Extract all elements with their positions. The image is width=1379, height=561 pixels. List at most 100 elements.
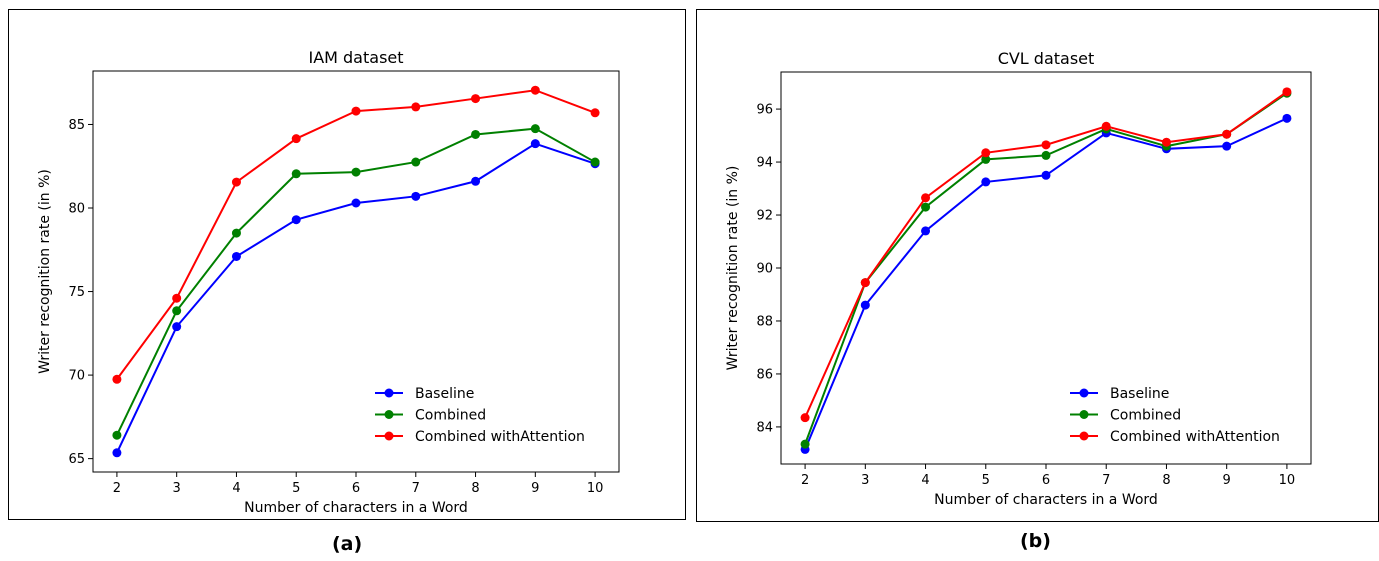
data-point-combined (800, 439, 810, 449)
legend-marker-combined-withattention (1079, 431, 1089, 441)
data-point-baseline (1041, 170, 1051, 180)
data-point-baseline (471, 176, 481, 186)
data-point-combined-withattention (1282, 87, 1292, 97)
legend-label-baseline: Baseline (1110, 386, 1169, 402)
legend-marker-combined (384, 410, 394, 419)
chart-svg-cvl: CVL dataset 2 3 4 5 6 7 8 9 10 84 86 88 90 92 94 96 Numbe… (725, 49, 1312, 508)
figure-caption-b: (b) (1020, 530, 1051, 552)
x-tick-label: 6 (352, 481, 360, 496)
data-point-baseline (1282, 113, 1292, 123)
chart-title-cvl: CVL dataset (998, 49, 1095, 68)
y-tick-label: 96 (756, 103, 773, 118)
data-point-baseline (411, 191, 421, 201)
data-point-combined-withattention (411, 102, 421, 112)
chart-panel-cvl: CVL dataset 2 3 4 5 6 7 8 9 10 84 86 88 90 92 94 96 Numbe… (696, 9, 1379, 522)
data-point-combined-withattention (172, 293, 182, 303)
x-tick-label: 6 (1042, 473, 1050, 488)
legend-label-combined: Combined (415, 408, 486, 424)
data-point-combined-withattention (351, 106, 361, 116)
y-tick-label: 85 (68, 118, 85, 133)
x-tick-label: 10 (1279, 473, 1296, 488)
chart-svg-iam: IAM dataset 2 3 4 5 6 7 8 9 10 65 70 75 80 85 Number of… (37, 48, 620, 516)
data-point-baseline (172, 322, 182, 332)
x-axis-label-cvl: Number of characters in a Word (934, 492, 1158, 508)
x-tick-label: 7 (1102, 473, 1110, 488)
y-axis-label-iam: Writer recognition rate (in %) (37, 169, 53, 374)
data-point-combined-withattention (530, 85, 540, 95)
data-point-baseline (981, 177, 991, 187)
data-point-combined (981, 154, 991, 164)
data-point-combined (112, 430, 122, 440)
data-point-combined (530, 124, 540, 134)
series-line-baseline (804, 117, 1288, 450)
data-point-combined (351, 167, 361, 177)
series-line-combined-withattention (116, 89, 596, 380)
data-point-baseline (921, 226, 931, 236)
x-tick-label: 9 (1223, 473, 1231, 488)
x-tick-label: 8 (1162, 473, 1170, 488)
y-tick-label: 75 (68, 285, 85, 300)
x-tick-label: 3 (861, 473, 869, 488)
data-point-baseline (1222, 141, 1232, 151)
data-point-combined-withattention (1161, 137, 1171, 147)
legend-marker-baseline (384, 388, 394, 398)
data-point-combined (590, 157, 600, 167)
data-point-baseline (860, 300, 870, 310)
legend-marker-combined (1079, 410, 1089, 419)
x-axis-label-iam: Number of characters in a Word (244, 500, 468, 516)
y-tick-label: 80 (68, 202, 85, 217)
data-point-combined-withattention (1041, 140, 1051, 150)
data-point-combined (1041, 150, 1051, 160)
x-tick-label: 9 (531, 481, 539, 496)
data-point-combined-withattention (471, 94, 481, 104)
data-point-combined-withattention (231, 177, 241, 187)
x-tick-label: 5 (292, 481, 300, 496)
data-point-combined (471, 129, 481, 139)
y-tick-label: 94 (756, 156, 773, 171)
x-tick-label: 10 (587, 481, 604, 496)
data-point-combined (231, 228, 241, 238)
data-point-combined-withattention (981, 148, 991, 158)
y-tick-label: 92 (756, 209, 773, 224)
y-tick-label: 65 (68, 452, 85, 467)
data-point-combined (411, 157, 421, 167)
y-axis-label-cvl: Writer recognition rate (in %) (725, 166, 741, 371)
data-point-baseline (351, 198, 361, 208)
data-point-combined-withattention (1222, 129, 1232, 139)
data-point-combined-withattention (921, 193, 931, 203)
chart-title-iam: IAM dataset (308, 48, 403, 67)
x-tick-label: 4 (232, 481, 240, 496)
data-point-combined-withattention (860, 278, 870, 288)
y-tick-label: 70 (68, 369, 85, 384)
figure-caption-a: (a) (332, 533, 363, 555)
legend-marker-combined-withattention (384, 431, 394, 441)
x-tick-label: 4 (921, 473, 929, 488)
legend-label-combined-withattention: Combined withAttention (415, 429, 585, 445)
legend-marker-baseline (1079, 388, 1089, 398)
x-tick-label: 8 (471, 481, 479, 496)
x-tick-label: 2 (801, 473, 809, 488)
data-point-baseline (112, 448, 122, 458)
data-point-combined (921, 202, 931, 212)
legend-label-baseline: Baseline (415, 386, 474, 402)
data-point-combined-withattention (1101, 121, 1111, 131)
data-point-baseline (530, 139, 540, 149)
legend-label-combined-withattention: Combined withAttention (1110, 429, 1280, 445)
data-point-baseline (231, 251, 241, 261)
x-tick-label: 5 (982, 473, 990, 488)
legend-label-combined: Combined (1110, 408, 1181, 424)
x-tick-label: 2 (113, 481, 121, 496)
y-tick-label: 86 (756, 367, 773, 382)
chart-panel-iam: IAM dataset 2 3 4 5 6 7 8 9 10 65 70 75 80 85 Number of… (8, 9, 686, 520)
y-tick-label: 88 (756, 314, 773, 329)
data-point-baseline (291, 215, 301, 225)
series-line-baseline (116, 142, 596, 454)
x-tick-label: 7 (412, 481, 420, 496)
data-point-combined-withattention (291, 134, 301, 144)
data-point-combined (291, 169, 301, 179)
data-point-combined-withattention (112, 374, 122, 384)
x-tick-label: 3 (173, 481, 181, 496)
data-point-combined (172, 306, 182, 316)
y-tick-label: 84 (756, 420, 773, 435)
y-tick-label: 90 (756, 262, 773, 277)
